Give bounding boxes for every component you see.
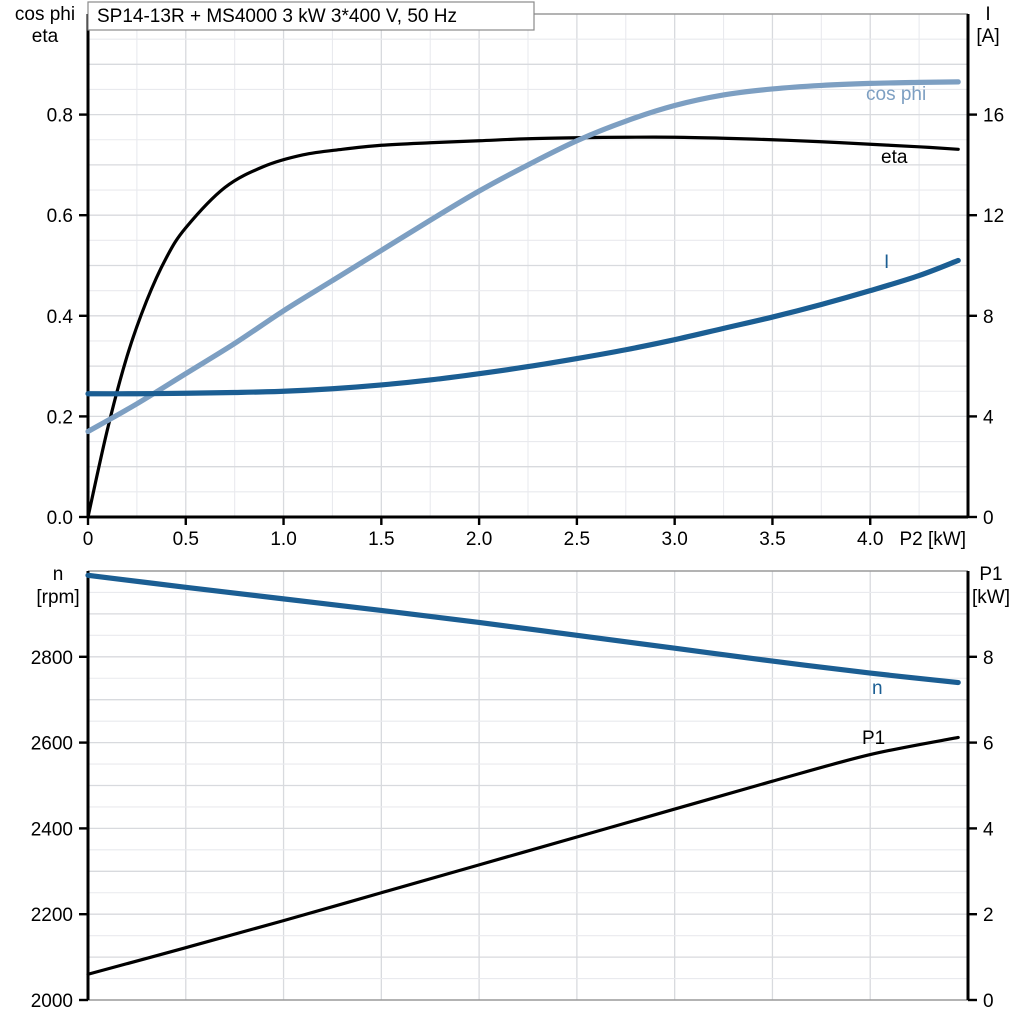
tick-label-top-right: 0 <box>983 508 994 529</box>
curve-n <box>85 572 961 686</box>
curve-label-speed: n <box>872 678 883 699</box>
left-axis-title-top-2: eta <box>32 26 59 47</box>
tick-label-top-x: 3.5 <box>759 529 785 550</box>
tick-label-bottom-left: 2000 <box>31 991 73 1012</box>
tick-label-top-x: 4.0 <box>857 529 883 550</box>
tick-label-bottom-right: 6 <box>983 734 994 755</box>
tick-label-top-right: 16 <box>983 106 1004 127</box>
tick-label-top-x: 2.0 <box>466 529 492 550</box>
tick-label-top-x: 0 <box>83 529 94 550</box>
x-axis-title-top: P2 [kW] <box>899 529 966 550</box>
tick-label-top-left: 0.6 <box>47 206 73 227</box>
tick-label-bottom-left: 2600 <box>31 734 73 755</box>
title-box <box>87 1 535 31</box>
tick-label-top-x: 3.0 <box>661 529 687 550</box>
tick-label-bottom-left: 2200 <box>31 905 73 926</box>
right-axis-title-top-1: I <box>985 4 990 25</box>
curve-cos-phi <box>85 79 961 435</box>
tick-label-top-right: 8 <box>983 307 994 328</box>
tick-label-top-left: 0.0 <box>47 508 73 529</box>
tick-label-top-x: 1.5 <box>368 529 394 550</box>
left-axis-title-top-1: cos phi <box>15 4 75 25</box>
curve-label-current: I <box>884 252 889 273</box>
right-axis-title-top-2: [A] <box>976 26 999 47</box>
tick-label-top-right: 4 <box>983 407 994 428</box>
left-axis-title-bottom-1: n <box>53 564 64 585</box>
tick-label-bottom-left: 2800 <box>31 648 73 669</box>
right-axis-title-bottom-1: P1 <box>979 564 1002 585</box>
curve-label-cos-phi: cos phi <box>866 84 926 105</box>
chart-title: SP14-13R + MS4000 3 kW 3*400 V, 50 Hz <box>97 6 457 27</box>
curve-label-eta: eta <box>881 147 908 168</box>
tick-label-top-x: 0.5 <box>173 529 199 550</box>
tick-label-bottom-right: 8 <box>983 648 994 669</box>
tick-label-bottom-left: 2400 <box>31 819 73 840</box>
curve-P1 <box>86 735 960 976</box>
tick-label-bottom-right: 2 <box>983 905 994 926</box>
tick-label-bottom-right: 0 <box>983 991 994 1012</box>
curve-label-power: P1 <box>862 728 885 749</box>
tick-label-top-left: 0.2 <box>47 407 73 428</box>
left-axis-title-bottom-2: [rpm] <box>36 587 79 608</box>
curve-eta <box>86 135 960 519</box>
tick-label-top-left: 0.4 <box>47 307 74 328</box>
tick-label-top-left: 0.8 <box>47 106 73 127</box>
right-axis-title-bottom-2: [kW] <box>972 587 1010 608</box>
tick-label-top-x: 1.0 <box>270 529 296 550</box>
tick-label-bottom-right: 4 <box>983 819 994 840</box>
curve-I <box>85 257 961 397</box>
tick-label-top-x: 2.5 <box>564 529 590 550</box>
tick-label-top-right: 12 <box>983 206 1004 227</box>
